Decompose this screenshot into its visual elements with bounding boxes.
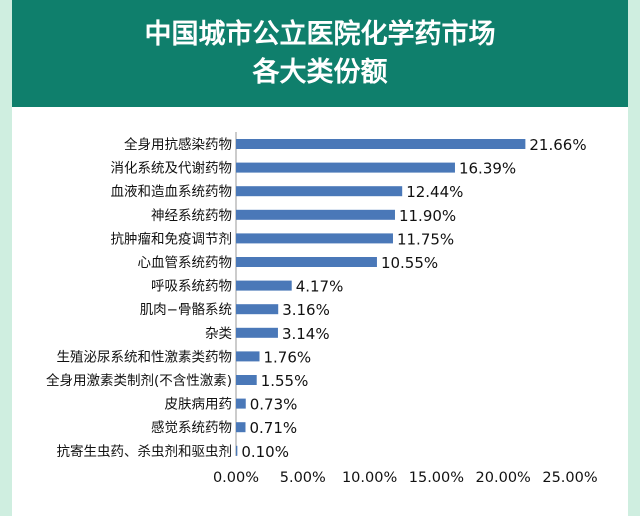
bar xyxy=(236,422,246,433)
value-label: 0.71% xyxy=(249,419,297,437)
bar xyxy=(236,327,278,338)
value-label: 1.55% xyxy=(261,372,309,390)
category-label: 心血管系统药物 xyxy=(138,255,233,271)
chart-title-line-2: 各大类份额 xyxy=(252,56,388,88)
bar xyxy=(236,209,395,220)
value-label: 0.73% xyxy=(250,396,298,414)
bar xyxy=(236,280,292,291)
value-label: 10.55% xyxy=(381,254,438,272)
bar xyxy=(236,398,246,409)
category-label: 皮肤病用药 xyxy=(165,397,233,413)
bar xyxy=(236,233,393,244)
x-tick-label: 20.00% xyxy=(476,470,531,486)
value-label: 11.75% xyxy=(397,230,454,248)
category-label: 生殖泌尿系统和性激素类药物 xyxy=(57,348,233,365)
category-label: 感觉系统药物 xyxy=(151,419,232,436)
x-tick-label: 10.00% xyxy=(342,470,397,486)
bar xyxy=(236,186,403,197)
category-label: 抗寄生虫药、杀虫剂和驱虫剂 xyxy=(57,443,233,460)
chart-header: 中国城市公立医院化学药市场 各大类份额 xyxy=(12,0,628,107)
category-label: 肌肉−骨骼系统 xyxy=(140,302,232,318)
category-label: 消化系统及代谢药物 xyxy=(111,161,233,177)
value-label: 3.16% xyxy=(282,301,330,319)
bar xyxy=(236,304,279,315)
category-label: 血液和造血系统药物 xyxy=(111,184,233,200)
chart-frame: 中国城市公立医院化学药市场 各大类份额 全身用抗感染药物 21.66% 消化系统及代… xyxy=(12,0,628,516)
value-label: 3.14% xyxy=(282,325,330,343)
x-tick-label: 15.00% xyxy=(409,470,464,486)
value-label: 0.10% xyxy=(241,443,289,461)
value-label: 16.39% xyxy=(459,160,516,178)
value-label: 12.44% xyxy=(406,183,463,201)
category-label: 杂类 xyxy=(205,326,232,342)
bar xyxy=(236,445,238,456)
value-label: 4.17% xyxy=(296,278,344,296)
category-label: 神经系统药物 xyxy=(151,208,232,224)
bar xyxy=(236,375,257,385)
bar xyxy=(236,351,260,362)
category-label: 呼吸系统药物 xyxy=(151,279,232,295)
x-tick-label: 0.00% xyxy=(213,470,259,486)
bar xyxy=(236,257,377,267)
value-label: 1.76% xyxy=(264,348,312,366)
value-label: 21.66% xyxy=(529,136,586,154)
x-tick-label: 5.00% xyxy=(280,470,326,486)
value-label: 11.90% xyxy=(399,207,456,225)
x-tick-label: 25.00% xyxy=(542,470,597,486)
chart-title-line-1: 中国城市公立医院化学药市场 xyxy=(144,18,496,50)
category-label: 全身用抗感染药物 xyxy=(124,136,232,153)
bar-chart: 全身用抗感染药物 21.66% 消化系统及代谢药物 16.39% 血液和造血系统药物 12… xyxy=(46,132,598,486)
category-label: 全身用激素类制剂(不含性激素) xyxy=(46,372,232,389)
category-label: 抗肿瘤和免疫调节剂 xyxy=(111,230,233,247)
bar xyxy=(236,162,455,173)
bar xyxy=(236,139,526,149)
